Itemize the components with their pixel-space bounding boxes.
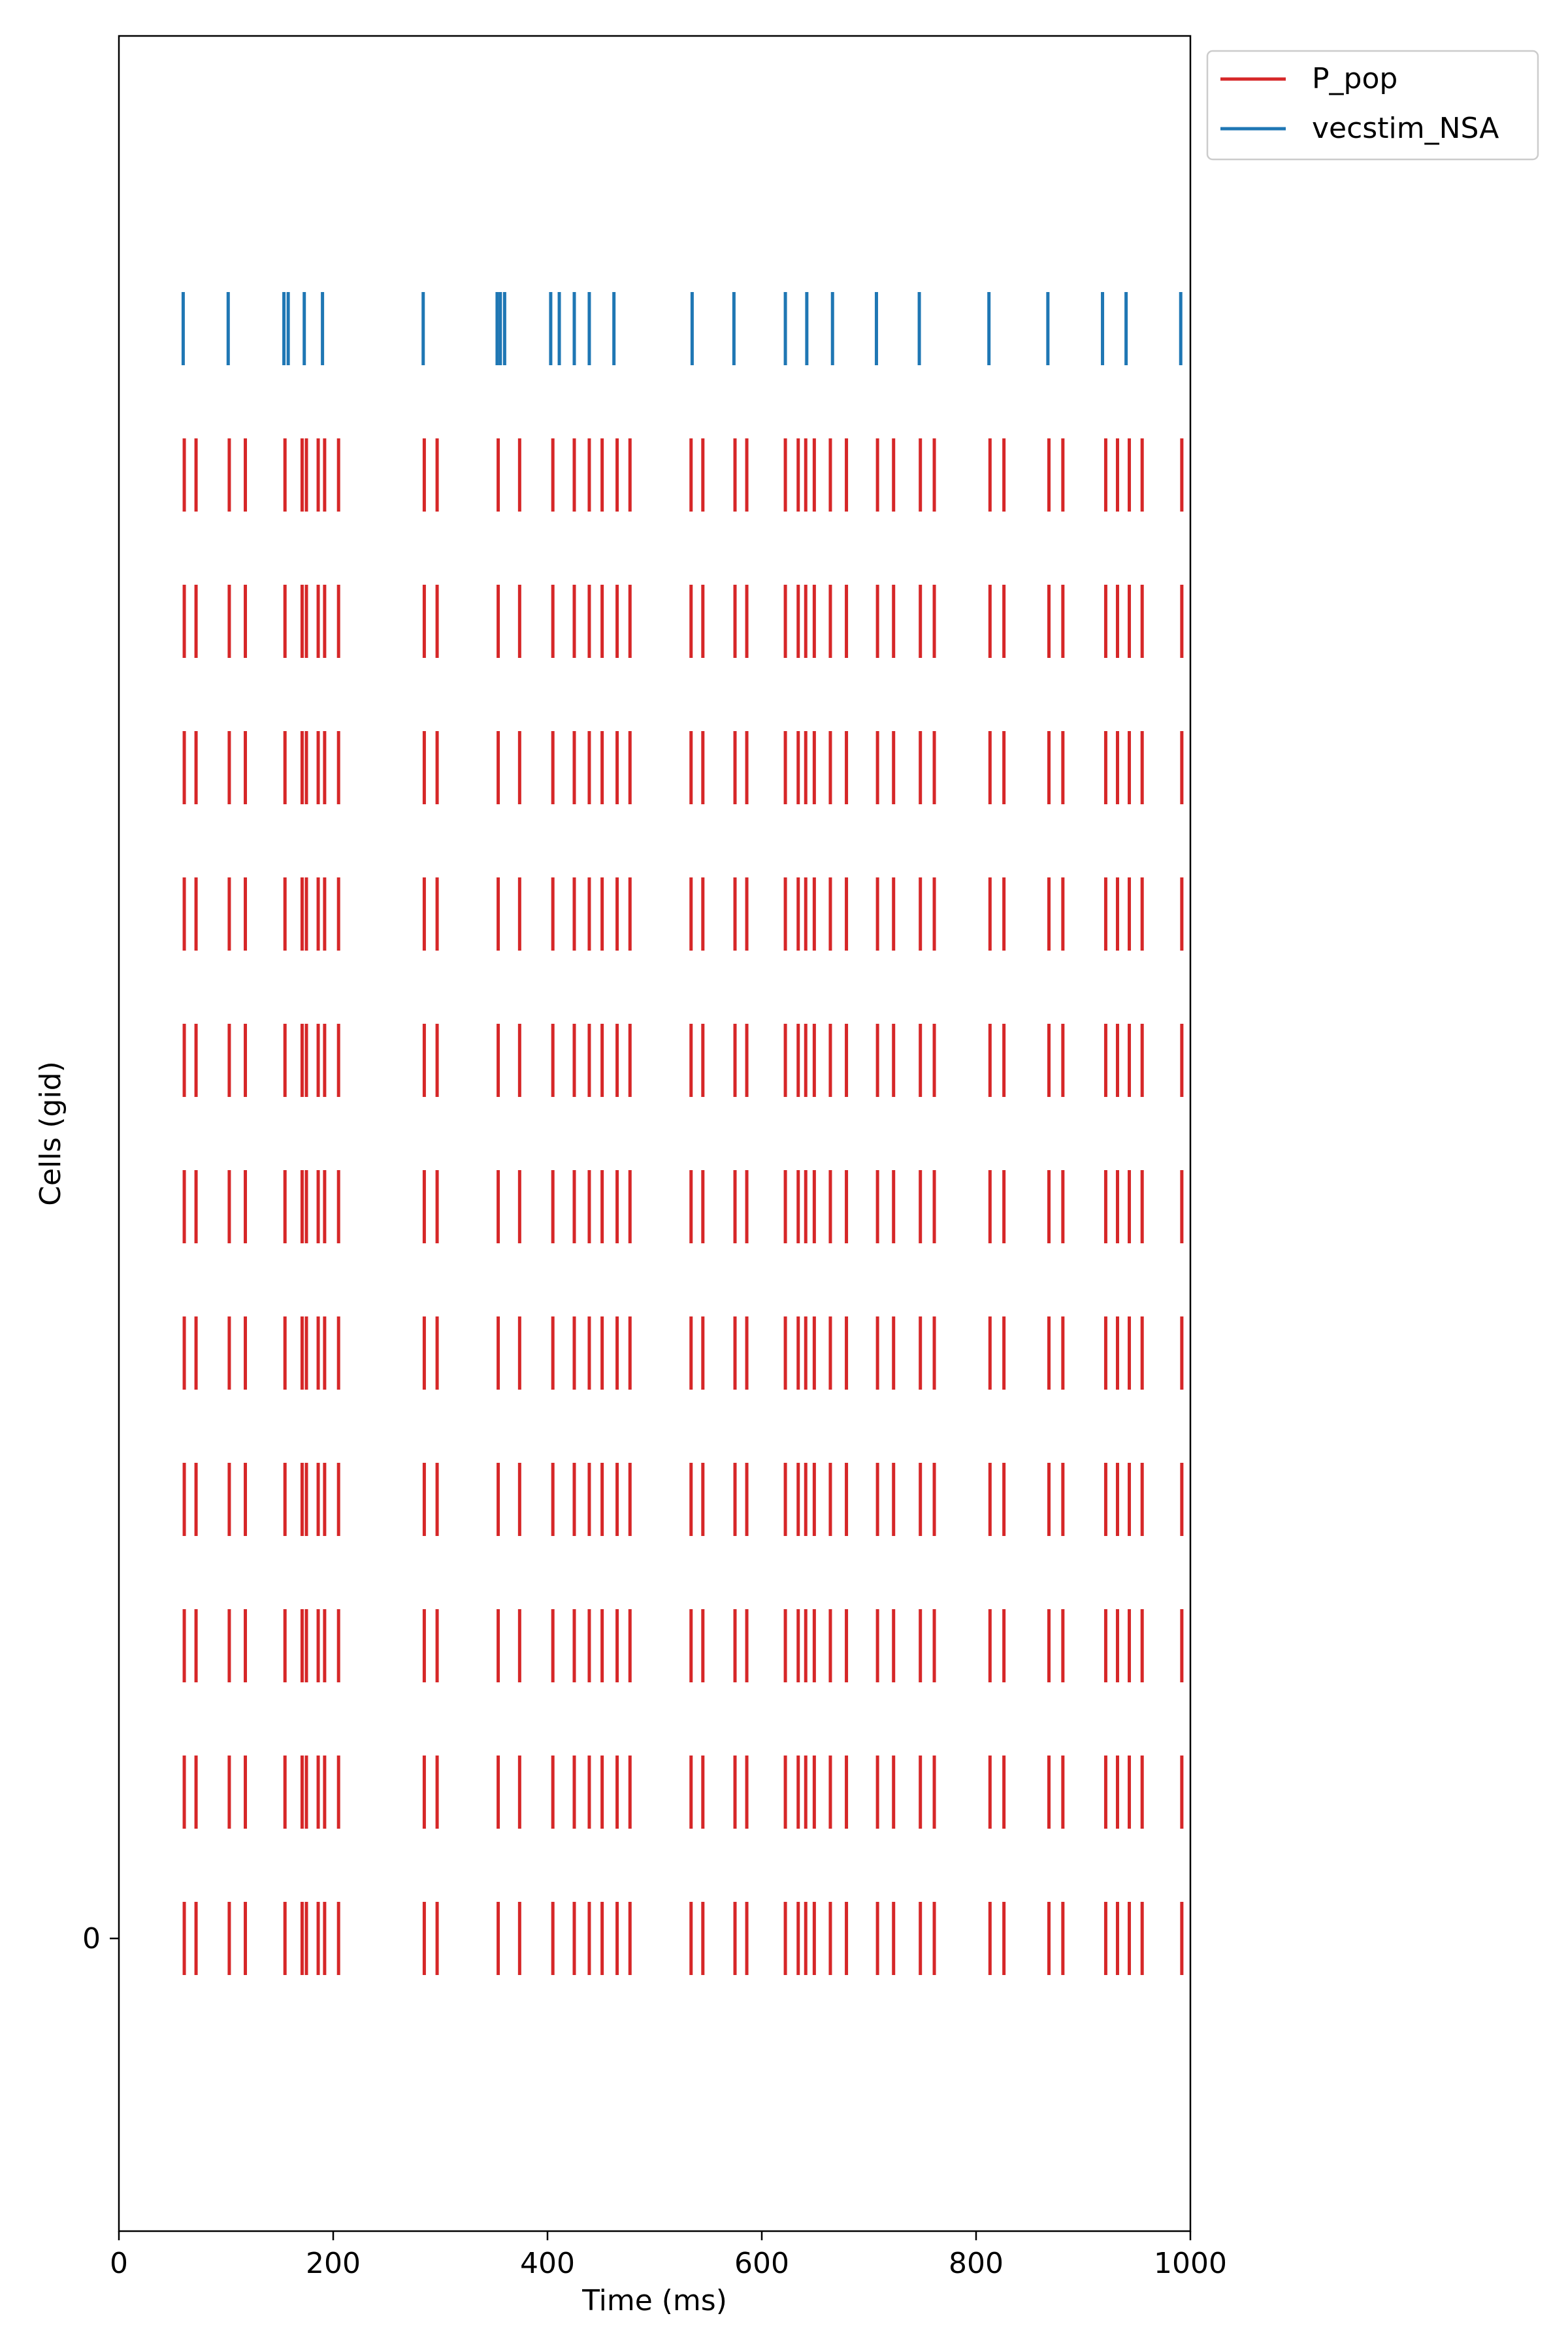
legend: P_pop vecstim_NSA bbox=[1206, 50, 1539, 161]
x-tick-label: 800 bbox=[949, 2247, 1004, 2280]
x-tick-label: 200 bbox=[306, 2247, 361, 2280]
y-tick-label: 0 bbox=[82, 1922, 101, 1955]
x-tick-label: 0 bbox=[110, 2247, 128, 2280]
x-axis-label: Time (ms) bbox=[581, 2284, 727, 2317]
x-axis-ticks: 0 200 400 600 800 1000 bbox=[110, 2231, 1227, 2280]
plot-frame bbox=[118, 35, 1192, 2232]
x-tick-label: 400 bbox=[520, 2247, 575, 2280]
legend-box bbox=[1206, 50, 1539, 161]
legend-label-vecstim-nsa: vecstim_NSA bbox=[1312, 112, 1499, 145]
spike-marks bbox=[181, 292, 1184, 1975]
plot-area bbox=[119, 36, 1190, 2231]
legend-label-p-pop: P_pop bbox=[1312, 62, 1397, 95]
y-axis-label: Cells (gid) bbox=[34, 1061, 67, 1206]
y-axis-ticks: 0 bbox=[82, 1922, 119, 1955]
x-tick-label: 1000 bbox=[1154, 2247, 1227, 2280]
x-tick-label: 600 bbox=[734, 2247, 789, 2280]
